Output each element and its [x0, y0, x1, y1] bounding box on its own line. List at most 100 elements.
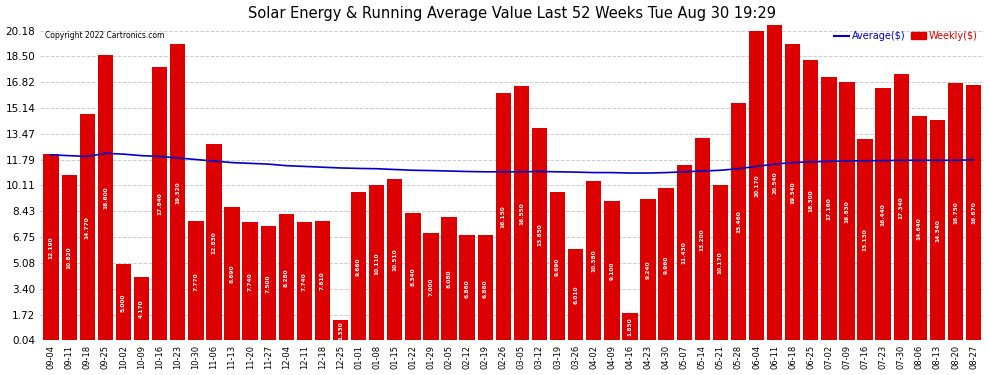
Text: 9.960: 9.960 [663, 255, 668, 273]
Text: 9.240: 9.240 [645, 261, 650, 279]
Bar [315, 221, 330, 341]
Bar [188, 222, 204, 341]
Text: 16.750: 16.750 [953, 201, 958, 223]
Text: 13.850: 13.850 [537, 223, 542, 246]
Bar [658, 188, 674, 341]
Bar [369, 186, 384, 341]
Bar [405, 213, 421, 341]
Bar [875, 88, 891, 341]
Bar [424, 233, 439, 341]
Bar [785, 44, 800, 341]
Bar [930, 120, 945, 341]
Bar [857, 139, 873, 341]
Text: 7.000: 7.000 [429, 278, 434, 296]
Bar [822, 77, 837, 341]
Text: 16.440: 16.440 [881, 203, 886, 226]
Text: 12.830: 12.830 [212, 231, 217, 254]
Text: 12.190: 12.190 [49, 236, 53, 258]
Bar [387, 179, 403, 341]
Text: 20.540: 20.540 [772, 172, 777, 194]
Text: 16.830: 16.830 [844, 200, 849, 223]
Text: 17.340: 17.340 [899, 196, 904, 219]
Text: 9.100: 9.100 [610, 262, 615, 280]
Bar [568, 249, 583, 341]
Text: 18.300: 18.300 [808, 189, 814, 211]
Text: 1.850: 1.850 [628, 317, 633, 336]
Bar [532, 128, 547, 341]
Text: 9.660: 9.660 [356, 257, 361, 276]
Text: 4.170: 4.170 [139, 300, 145, 318]
Bar [79, 114, 95, 341]
Text: 17.840: 17.840 [157, 192, 162, 215]
Text: 9.690: 9.690 [555, 257, 560, 276]
Text: 7.770: 7.770 [193, 272, 198, 291]
Text: 5.000: 5.000 [121, 293, 126, 312]
Bar [586, 182, 602, 341]
Text: 19.320: 19.320 [175, 181, 180, 204]
Text: 16.670: 16.670 [971, 201, 976, 224]
Text: 16.550: 16.550 [519, 202, 524, 225]
Title: Solar Energy & Running Average Value Last 52 Weeks Tue Aug 30 19:29: Solar Energy & Running Average Value Las… [248, 6, 776, 21]
Bar [748, 31, 764, 341]
Text: 10.170: 10.170 [718, 252, 723, 274]
Text: 8.340: 8.340 [411, 267, 416, 286]
Bar [206, 144, 222, 341]
Text: 6.860: 6.860 [483, 279, 488, 297]
Bar [170, 44, 185, 341]
Bar [966, 85, 981, 341]
Text: 8.690: 8.690 [230, 265, 235, 284]
Text: 6.860: 6.860 [464, 279, 469, 297]
Text: 7.810: 7.810 [320, 272, 325, 290]
Text: Copyright 2022 Cartronics.com: Copyright 2022 Cartronics.com [45, 31, 164, 40]
Bar [225, 207, 240, 341]
Bar [713, 184, 728, 341]
Bar [459, 236, 475, 341]
Bar [641, 199, 655, 341]
Bar [894, 74, 909, 341]
Bar [243, 222, 257, 341]
Text: 6.010: 6.010 [573, 285, 578, 304]
Text: 7.500: 7.500 [265, 274, 270, 292]
Bar [278, 214, 294, 341]
Bar [731, 103, 746, 341]
Text: 15.460: 15.460 [736, 211, 741, 234]
Text: 13.200: 13.200 [700, 228, 705, 251]
Bar [477, 236, 493, 341]
Bar [44, 153, 58, 341]
Text: 14.770: 14.770 [85, 216, 90, 239]
Bar [98, 55, 113, 341]
Text: 10.380: 10.380 [591, 250, 596, 273]
Text: 10.510: 10.510 [392, 249, 397, 272]
Text: 14.340: 14.340 [935, 219, 940, 242]
Bar [549, 192, 565, 341]
Legend: Average($), Weekly($): Average($), Weekly($) [833, 29, 979, 43]
Text: 11.430: 11.430 [682, 242, 687, 264]
Text: 10.820: 10.820 [66, 246, 71, 269]
Bar [442, 217, 456, 341]
Text: 7.740: 7.740 [302, 272, 307, 291]
Bar [333, 321, 348, 341]
Text: 7.740: 7.740 [248, 272, 252, 291]
Bar [947, 83, 963, 341]
Bar [912, 116, 927, 341]
Bar [134, 277, 149, 341]
Bar [767, 25, 782, 341]
Bar [350, 192, 366, 341]
Bar [61, 175, 77, 341]
Text: 10.110: 10.110 [374, 252, 379, 274]
Text: 17.160: 17.160 [827, 198, 832, 220]
Text: 13.130: 13.130 [862, 229, 867, 251]
Bar [496, 93, 511, 341]
Bar [260, 226, 276, 341]
Text: 18.600: 18.600 [103, 187, 108, 209]
Bar [623, 312, 638, 341]
Bar [695, 138, 710, 341]
Bar [676, 165, 692, 341]
Text: 8.280: 8.280 [284, 268, 289, 286]
Text: 1.330: 1.330 [338, 321, 344, 340]
Bar [803, 60, 819, 341]
Text: 8.080: 8.080 [446, 270, 451, 288]
Bar [514, 87, 529, 341]
Bar [116, 264, 132, 341]
Bar [297, 222, 312, 341]
